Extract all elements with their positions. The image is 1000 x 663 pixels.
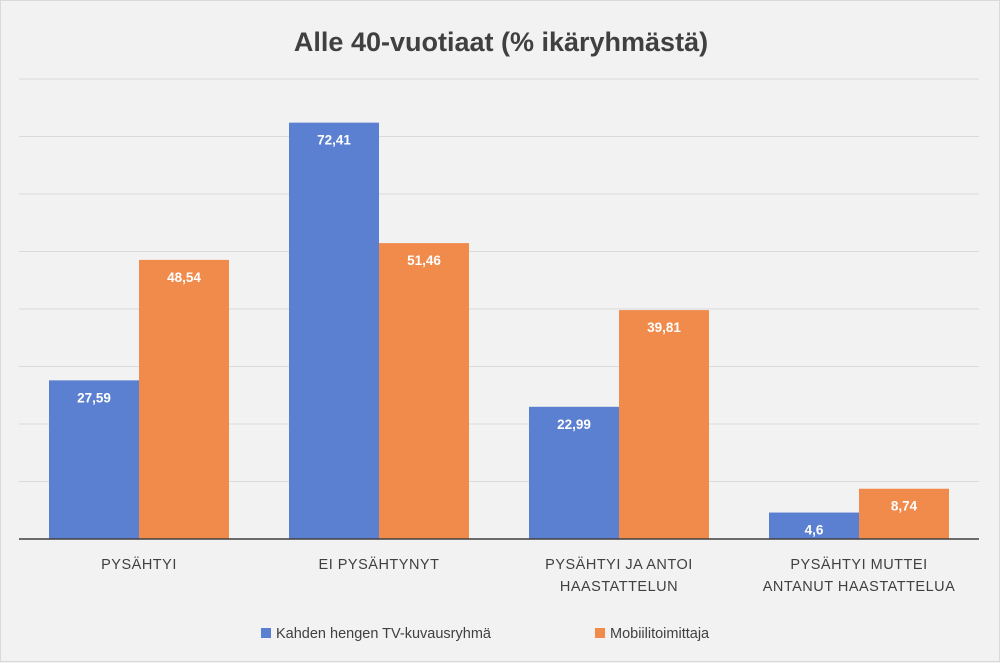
chart-title: Alle 40-vuotiaat (% ikäryhmästä) — [294, 27, 708, 57]
bar — [49, 380, 139, 539]
data-label: 51,46 — [407, 253, 441, 268]
data-label: 39,81 — [647, 320, 681, 335]
bars — [49, 122, 949, 540]
category-label: HAASTATTELUN — [560, 579, 678, 595]
legend: Kahden hengen TV-kuvausryhmä Mobiilitoimi… — [261, 626, 710, 642]
data-label: 27,59 — [77, 390, 111, 405]
bar — [769, 512, 859, 539]
data-label: 72,41 — [317, 133, 351, 148]
data-label: 22,99 — [557, 417, 591, 432]
bar — [529, 406, 619, 539]
bar — [379, 243, 469, 540]
data-labels: 27,59 48,54 72,41 51,46 22,99 39,81 4,6 8,74 — [77, 133, 918, 538]
category-label: PYSÄHTYI MUTTEI — [790, 556, 927, 573]
bar — [289, 122, 379, 539]
category-labels: PYSÄHTYI EI PYSÄHTYNYT PYSÄHTYI JA ANTOI HA… — [101, 556, 955, 595]
legend-swatch — [595, 628, 605, 638]
bar — [859, 488, 949, 539]
category-label: ANTANUT HAASTATTELUA — [763, 579, 956, 595]
legend-swatch — [261, 628, 271, 638]
bar — [139, 259, 229, 539]
bar — [619, 310, 709, 539]
category-label: PYSÄHTYI JA ANTOI — [545, 556, 693, 573]
data-label: 48,54 — [167, 270, 201, 285]
category-label: PYSÄHTYI — [101, 556, 177, 573]
legend-label: Kahden hengen TV-kuvausryhmä — [276, 626, 492, 642]
category-label: EI PYSÄHTYNYT — [319, 556, 440, 573]
data-label: 4,6 — [805, 523, 824, 538]
legend-label: Mobiilitoimittaja — [610, 626, 710, 642]
data-label: 8,74 — [891, 499, 918, 514]
